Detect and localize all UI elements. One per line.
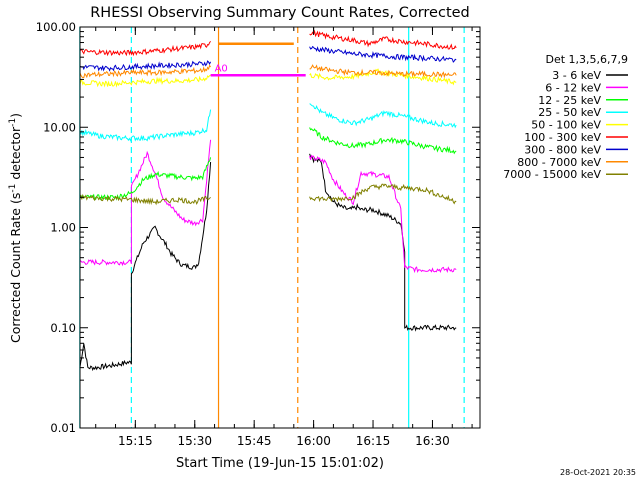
- y-axis: 0.01 0.10 1.00 10.00 100.00: [36, 20, 480, 435]
- y-tick-label: 10.00: [43, 120, 76, 134]
- legend-label: 25 - 50 keV: [538, 106, 601, 119]
- legend-label: 50 - 100 keV: [531, 119, 601, 132]
- y-tick-label: 1.00: [50, 221, 76, 235]
- generation-timestamp: 28-Oct-2021 20:35: [560, 468, 636, 477]
- y-tick-label: 0.01: [50, 421, 76, 435]
- legend-label: 100 - 300 keV: [524, 131, 601, 144]
- series-line-5-segment-2: [309, 68, 457, 86]
- series-line-5-segment-1: [79, 74, 211, 88]
- series-line-3-segment-2: [309, 127, 457, 155]
- y-tick-label: 0.10: [50, 321, 76, 335]
- series-line-2-segment-2: [309, 154, 457, 274]
- y-axis-label: Corrected Count Rate (s-1 detector-1): [8, 113, 23, 343]
- x-axis: 15:15 15:30 15:45 16:00 16:15 16:30: [95, 27, 473, 448]
- legend-label: 7000 - 15000 keV: [503, 168, 601, 181]
- x-tick-label: 15:45: [237, 434, 272, 448]
- series-line-3-segment-1: [79, 157, 212, 201]
- series-line-2-segment-1: [79, 139, 212, 267]
- series-line-7-segment-2: [309, 45, 457, 63]
- y-axis-label-main: Corrected Count Rate (s: [8, 193, 23, 343]
- series-line-8-segment-1: [79, 64, 212, 79]
- y-axis-label-sup1: -1: [8, 184, 18, 193]
- y-axis-label-mid: detector: [8, 126, 23, 184]
- legend-label: 12 - 25 keV: [538, 94, 601, 107]
- legend-label: 3 - 6 keV: [552, 69, 601, 82]
- x-tick-label: 16:30: [415, 434, 450, 448]
- x-tick-label: 15:15: [118, 434, 153, 448]
- series-line-1-segment-2: [309, 153, 457, 332]
- y-axis-label-sup2: -1: [8, 118, 18, 127]
- legend-label: 300 - 800 keV: [524, 143, 601, 156]
- y-tick-label: 100.00: [36, 20, 76, 34]
- x-tick-label: 15:30: [177, 434, 212, 448]
- series-line-1-segment-1: [79, 161, 212, 372]
- series-line-8-segment-2: [309, 64, 457, 79]
- series-line-9-segment-2: [309, 183, 457, 205]
- series-line-4-segment-2: [309, 103, 457, 129]
- chart-title: RHESSI Observing Summary Count Rates, Co…: [90, 5, 470, 21]
- legend-title: Det 1,3,5,6,7,9: [545, 53, 628, 66]
- attenuator-annotation: A0: [215, 63, 228, 74]
- plot-area: A0: [79, 27, 465, 428]
- x-axis-label: Start Time (19-Jun-15 15:01:02): [176, 456, 384, 471]
- legend-label: 6 - 12 keV: [545, 81, 601, 94]
- series-line-6-segment-1: [79, 40, 211, 57]
- series-line-4-segment-1: [79, 109, 212, 142]
- y-axis-label-end: ): [8, 113, 23, 118]
- x-tick-label: 16:15: [356, 434, 391, 448]
- series-line-6-segment-2: [309, 29, 457, 50]
- legend-label: 800 - 7000 keV: [517, 156, 601, 169]
- series-line-9-segment-1: [79, 193, 211, 206]
- series-line-7-segment-1: [79, 60, 212, 72]
- x-tick-label: 16:00: [296, 434, 331, 448]
